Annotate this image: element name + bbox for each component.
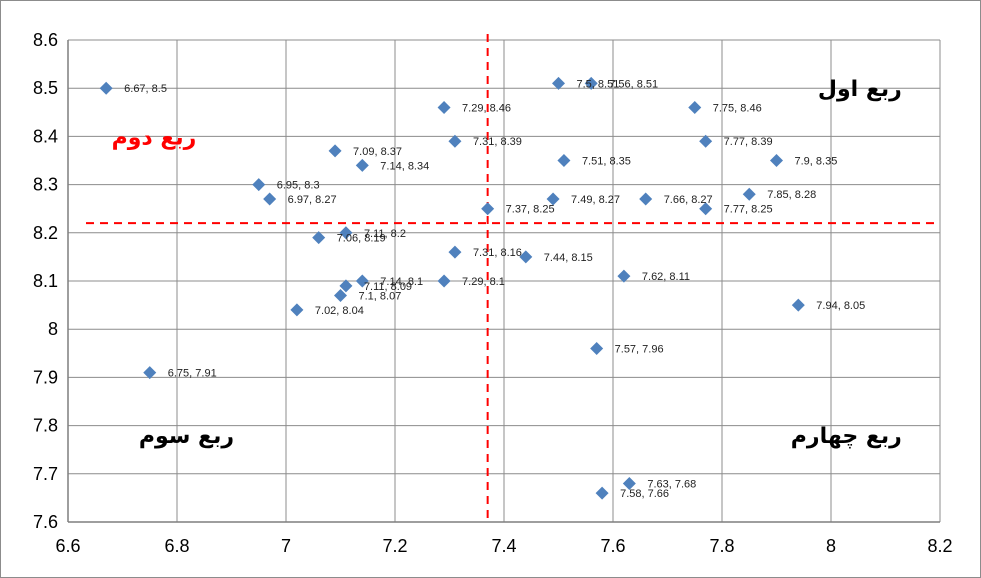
x-tick-label: 7.6	[600, 536, 625, 556]
data-label: 7.14, 8.1	[380, 276, 423, 288]
data-label: 6.75, 7.91	[168, 368, 217, 380]
y-tick-label: 7.7	[33, 464, 58, 484]
data-label: 6.97, 8.27	[288, 194, 337, 206]
data-label: 7.31, 8.39	[473, 136, 522, 148]
data-label: 7.31, 8.16	[473, 247, 522, 259]
data-point	[742, 187, 756, 201]
data-label: 7.58, 7.66	[620, 488, 669, 500]
data-point	[448, 245, 462, 259]
data-point	[339, 226, 353, 240]
data-point	[552, 76, 565, 90]
data-labels: 6.67, 8.5 7.5, 8.517.56, 8.51 7.29, 8.46 7.…	[124, 78, 865, 500]
y-tick-label: 8.6	[33, 30, 58, 50]
data-label: 7.63, 7.68	[647, 478, 696, 490]
data-point	[355, 274, 369, 288]
y-tick-label: 7.8	[33, 416, 58, 436]
y-tick-label: 7.9	[33, 367, 58, 387]
quadrant-label-first: ربع اول	[818, 77, 902, 102]
reference-lines	[86, 34, 940, 522]
y-tick-label: 8.4	[33, 126, 58, 146]
data-point	[557, 154, 571, 167]
x-tick-label: 7	[281, 536, 291, 556]
data-point	[590, 341, 604, 355]
data-label: 7.29, 8.1	[462, 276, 505, 288]
data-point	[639, 192, 653, 206]
data-label: 7.62, 8.11	[642, 271, 690, 283]
data-label: 7.49, 8.27	[571, 194, 620, 206]
data-point	[699, 202, 713, 216]
data-label: 7.66, 8.27	[664, 194, 713, 206]
y-tick-label: 8.1	[33, 271, 58, 291]
data-points	[99, 76, 805, 500]
x-tick-label: 8	[826, 536, 836, 556]
data-point	[263, 192, 277, 206]
data-label: 6.95, 8.3	[277, 180, 320, 192]
x-tick-label: 7.2	[382, 536, 407, 556]
data-label: 7.09, 8.37	[353, 146, 402, 158]
data-point	[622, 476, 636, 490]
data-label: 7.37, 8.25	[506, 204, 555, 216]
data-label: 7.75, 8.46	[713, 102, 762, 114]
data-point	[595, 486, 609, 500]
y-tick-label: 8.2	[33, 223, 58, 243]
data-point	[328, 144, 342, 158]
data-label: 7.14, 8.34	[380, 160, 429, 172]
data-label: 7.11, 8.2	[364, 228, 406, 240]
data-point	[252, 178, 266, 192]
data-point	[770, 154, 783, 167]
data-point	[688, 100, 702, 114]
data-label: 7.77, 8.25	[724, 204, 773, 216]
y-tick-label: 7.6	[33, 512, 58, 532]
data-point	[437, 274, 451, 288]
data-label: 7.57, 7.96	[615, 343, 664, 355]
data-label: 7.51, 8.35	[582, 156, 631, 168]
quadrant-label-second: ربع دوم	[112, 125, 197, 150]
y-tick-label: 8.3	[33, 175, 58, 195]
quadrant-label-third: ربع سوم	[139, 424, 234, 449]
data-point	[437, 100, 451, 114]
data-point	[699, 134, 713, 148]
data-label: 7.85, 8.28	[767, 189, 816, 201]
data-point	[312, 231, 326, 245]
data-label: 7.77, 8.39	[724, 136, 773, 148]
data-label: 6.67, 8.5	[124, 83, 167, 95]
data-label: 7.11, 8.09	[364, 281, 412, 293]
data-point	[519, 250, 533, 264]
data-point	[339, 279, 353, 293]
data-point	[448, 134, 462, 148]
y-tick-label: 8	[48, 319, 58, 339]
data-point	[290, 303, 304, 317]
quadrant-labels: ربع اول ربع دوم ربع سوم ربع چهارم	[112, 77, 902, 449]
axes	[67, 40, 940, 523]
data-point	[334, 288, 347, 302]
tick-labels: 6.6 6.8 7 7.2 7.4 7.6 7.8 8 8.2 7.6 7.7 7.8 7.9 8 8.1 8…	[33, 30, 953, 556]
data-label: 7.9, 8.35	[795, 156, 838, 168]
quadrant-label-fourth: ربع چهارم	[791, 424, 902, 449]
x-tick-label: 8.2	[927, 536, 952, 556]
data-point	[143, 366, 157, 380]
data-label: 7.02, 8.04	[315, 305, 364, 317]
data-label: 7.5, 8.51	[577, 78, 620, 90]
data-point	[584, 76, 598, 90]
data-point	[546, 192, 560, 206]
data-label: 7.1, 8.07	[359, 290, 402, 302]
data-label: 7.94, 8.05	[816, 300, 865, 312]
data-label: 7.44, 8.15	[544, 252, 593, 264]
x-tick-label: 7.8	[709, 536, 734, 556]
data-label: 7.29, 8.46	[462, 102, 511, 114]
y-tick-label: 8.5	[33, 78, 58, 98]
x-tick-label: 6.8	[164, 536, 189, 556]
data-point	[791, 298, 805, 312]
data-point	[617, 269, 631, 283]
data-point	[99, 81, 113, 95]
data-point	[355, 158, 369, 172]
x-tick-label: 7.4	[491, 536, 516, 556]
data-label: 7.56, 8.51	[609, 78, 658, 90]
data-label: 7.06, 8.19	[337, 233, 386, 245]
data-point	[481, 202, 495, 216]
x-tick-label: 6.6	[55, 536, 80, 556]
